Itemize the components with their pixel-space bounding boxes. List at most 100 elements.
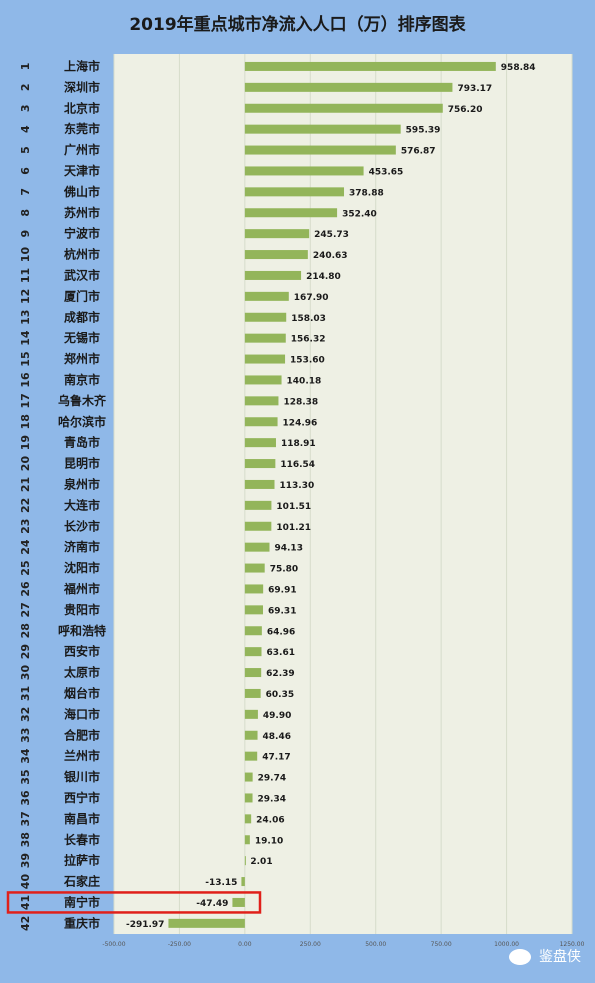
city-label: 南宁市: [64, 894, 100, 909]
rank-label: 25: [19, 560, 32, 575]
rank-label: 21: [19, 477, 32, 492]
city-label: 太原市: [64, 665, 100, 680]
rank-label: 11: [19, 268, 32, 283]
value-label: -291.97: [126, 920, 164, 930]
city-label: 重庆市: [64, 915, 100, 930]
city-label: 拉萨市: [64, 853, 100, 868]
city-label: 南京市: [64, 372, 100, 387]
rank-label: 1: [19, 63, 32, 71]
x-tick-label: 500.00: [365, 941, 386, 948]
x-tick-label: -500.00: [102, 941, 125, 948]
rank-label: 5: [19, 146, 32, 154]
value-label: 47.17: [262, 753, 290, 763]
value-label: 576.87: [401, 147, 436, 157]
bar: [244, 542, 270, 552]
city-label: 天津市: [64, 163, 100, 178]
city-label: 石家庄: [63, 874, 100, 889]
rank-label: 41: [19, 895, 32, 910]
value-label: 49.90: [263, 711, 291, 721]
bar: [244, 688, 261, 698]
value-label: 101.21: [276, 523, 311, 533]
value-label: 75.80: [270, 565, 298, 575]
grid-lines: [113, 54, 573, 934]
rank-label: 39: [19, 853, 32, 868]
city-label: 宁波市: [64, 226, 100, 241]
x-tick-label: 750.00: [431, 941, 452, 948]
rank-label: 20: [19, 456, 32, 472]
bar: [244, 145, 396, 155]
rank-label: 13: [19, 310, 32, 325]
bar: [244, 605, 263, 615]
city-label: 大连市: [64, 497, 100, 512]
wechat-icon: [508, 949, 531, 965]
value-label: 113.30: [280, 481, 315, 491]
bar: [244, 187, 345, 197]
rank-label: 42: [19, 916, 32, 931]
city-label: 佛山市: [63, 184, 100, 199]
bar: [244, 814, 252, 824]
bar: [244, 61, 496, 71]
x-axis-ticks: -500.00 -250.00 0.00 250.00 500.00 750.00 1000…: [102, 941, 584, 948]
value-label: 156.32: [291, 335, 326, 345]
rank-label: 19: [19, 435, 32, 450]
city-label: 深圳市: [64, 79, 100, 94]
city-label: 哈尔滨市: [58, 414, 106, 429]
rank-label: 33: [19, 728, 32, 743]
city-label: 兰州市: [64, 748, 100, 763]
x-tick-label: -250.00: [168, 941, 191, 948]
city-label: 苏州市: [64, 205, 100, 220]
value-label: 378.88: [349, 188, 384, 198]
bar: [244, 229, 310, 239]
x-tick-label: 1250.00: [560, 941, 585, 948]
bar: [244, 333, 286, 343]
bar: [244, 709, 258, 719]
rank-label: 36: [19, 790, 32, 806]
rank-label: 4: [19, 125, 32, 133]
bar: [244, 82, 453, 92]
city-label: 长春市: [64, 832, 100, 847]
rank-label: 40: [19, 874, 32, 890]
value-label: 153.60: [290, 356, 325, 366]
watermark-text: 鉴盘侠: [539, 949, 581, 965]
rank-label: 2: [19, 84, 32, 92]
highlight-box: [6, 891, 262, 914]
bar: [244, 793, 253, 803]
value-label: 29.34: [258, 794, 286, 804]
city-label: 呼和浩特: [58, 623, 106, 638]
bar: [244, 730, 258, 740]
rank-label: 26: [19, 581, 32, 597]
rank-label: 27: [19, 602, 32, 617]
rank-label: 32: [19, 707, 32, 722]
city-label: 郑州市: [64, 351, 100, 366]
value-label: 94.13: [274, 544, 302, 554]
value-label: 118.91: [281, 439, 316, 449]
value-label: 2.01: [250, 857, 272, 867]
city-label: 杭州市: [64, 247, 100, 262]
value-label: 245.73: [314, 230, 349, 240]
city-label: 东莞市: [64, 121, 100, 136]
value-label: 240.63: [313, 251, 348, 261]
city-label: 广州市: [64, 142, 100, 157]
city-label: 青岛市: [64, 435, 100, 450]
value-label: 128.38: [283, 397, 318, 407]
bar: [244, 103, 443, 113]
bar: [244, 459, 276, 469]
city-label: 长沙市: [64, 518, 100, 533]
bar: [244, 312, 287, 322]
value-label: 60.35: [266, 690, 294, 700]
value-label: 167.90: [294, 293, 329, 303]
value-label: 453.65: [369, 167, 404, 177]
rank-label: 31: [19, 686, 32, 701]
rank-label: 10: [19, 247, 32, 263]
rank-label: 18: [19, 414, 32, 429]
city-label: 成都市: [64, 309, 100, 324]
rank-label: 34: [19, 748, 32, 764]
city-label: 北京市: [64, 100, 100, 115]
bar: [244, 291, 289, 301]
value-label: 958.84: [501, 63, 536, 73]
bar: [244, 270, 302, 280]
city-label: 海口市: [64, 706, 100, 721]
city-label: 福州市: [63, 581, 100, 596]
value-label: 158.03: [291, 314, 326, 324]
